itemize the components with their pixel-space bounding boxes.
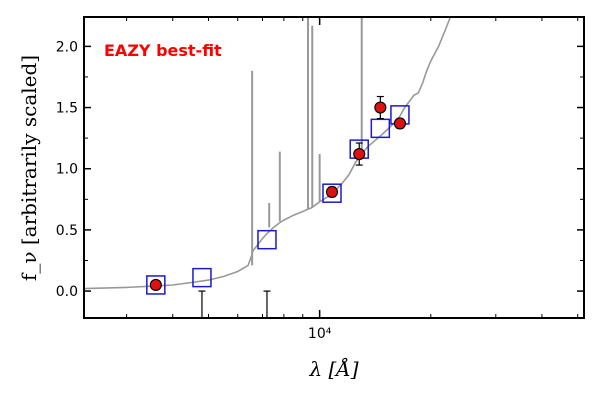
annotation-label: EAZY best-fit (104, 41, 222, 60)
observed-point (149, 278, 162, 292)
x-tick-label: 10⁴ (308, 326, 332, 342)
model-square (192, 267, 212, 288)
model-square (257, 229, 277, 250)
model-square (370, 118, 391, 139)
y-tick-label: 0.0 (56, 284, 78, 300)
plot-frame (83, 16, 585, 319)
y-tick-label: 0.5 (56, 223, 78, 239)
model-square (146, 275, 166, 295)
observed-point (325, 185, 339, 199)
plot-area (84, 17, 452, 318)
axis-ticks: 0.0 0.5 1.0 1.5 2.0 10⁴ (56, 17, 584, 342)
observed-point (393, 117, 406, 130)
observed-point (353, 147, 366, 161)
observed-point (374, 101, 387, 114)
y-tick-label: 1.0 (56, 162, 78, 178)
axes-frame (83, 16, 585, 319)
x-axis-label: λ [Å] (308, 356, 358, 381)
y-tick-label: 1.5 (56, 101, 78, 117)
model-square (322, 183, 342, 203)
y-tick-label: 2.0 (56, 39, 78, 55)
y-axis-label: f_ν [arbitrarily scaled] (17, 55, 41, 281)
